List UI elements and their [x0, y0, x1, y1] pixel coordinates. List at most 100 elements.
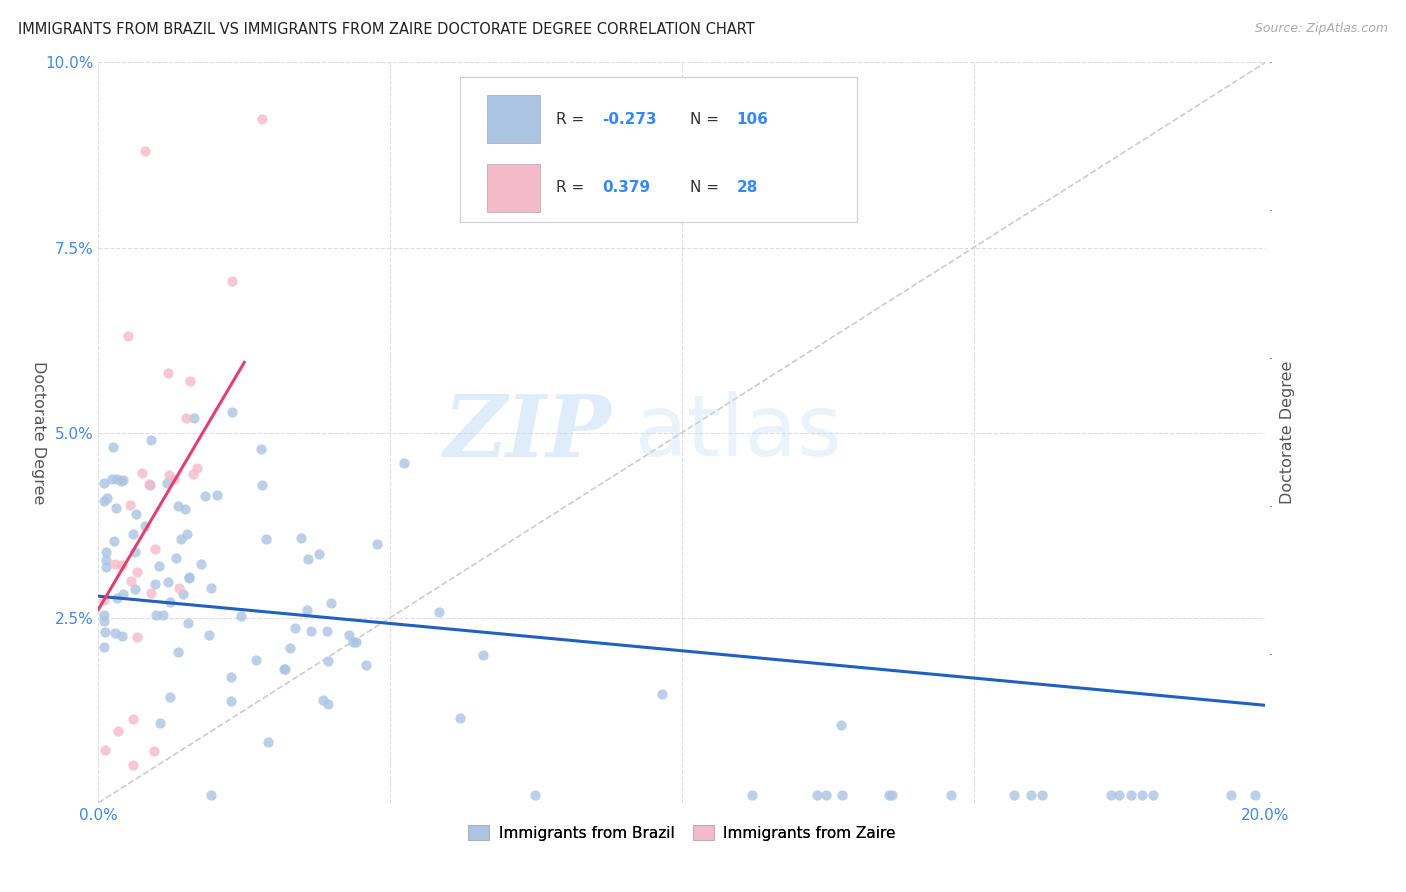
Point	[831, 789, 853, 803]
Point	[284, 621, 307, 635]
Point	[295, 603, 318, 617]
Point	[93, 494, 115, 508]
Point	[254, 532, 277, 546]
Point	[250, 112, 273, 127]
Point	[472, 648, 495, 663]
Point	[103, 534, 125, 549]
Point	[104, 626, 127, 640]
Point	[101, 440, 124, 454]
Point	[93, 607, 115, 622]
Point	[877, 789, 900, 803]
Point	[177, 616, 200, 631]
Point	[1130, 789, 1153, 803]
Point	[394, 456, 416, 470]
Point	[122, 712, 145, 726]
Point	[93, 640, 115, 654]
Text: -0.273: -0.273	[603, 112, 657, 127]
Point	[125, 565, 148, 579]
Point	[143, 577, 166, 591]
Point	[308, 547, 330, 561]
Point	[337, 628, 360, 642]
Point	[94, 559, 117, 574]
Point	[94, 625, 117, 640]
Point	[205, 488, 228, 502]
Point	[110, 474, 132, 488]
Point	[1099, 789, 1122, 803]
Point	[131, 467, 153, 481]
Point	[741, 789, 763, 803]
Point	[290, 531, 312, 545]
Point	[245, 653, 267, 667]
Point	[105, 472, 128, 486]
Point	[273, 662, 295, 676]
Text: ZIP: ZIP	[444, 391, 612, 475]
Point	[174, 502, 197, 516]
Point	[316, 698, 339, 712]
Point	[111, 473, 134, 487]
Point	[366, 537, 388, 551]
Point	[118, 498, 141, 512]
Point	[172, 587, 194, 601]
FancyBboxPatch shape	[460, 78, 858, 221]
Point	[157, 367, 180, 381]
Bar	[486, 164, 540, 211]
Point	[449, 711, 471, 725]
Point	[159, 690, 181, 705]
Text: N =: N =	[690, 112, 724, 127]
Point	[157, 468, 180, 483]
Point	[250, 442, 273, 456]
Point	[651, 687, 673, 701]
Text: atlas: atlas	[636, 391, 844, 475]
Point	[143, 542, 166, 557]
Point	[344, 634, 367, 648]
Point	[278, 641, 301, 656]
Point	[179, 375, 201, 389]
Text: 28: 28	[737, 180, 758, 195]
Point	[125, 630, 148, 644]
Point	[122, 758, 145, 772]
Point	[94, 553, 117, 567]
Point	[124, 545, 146, 559]
Point	[134, 145, 156, 159]
Point	[167, 581, 190, 595]
Text: 106: 106	[737, 112, 769, 127]
Point	[1244, 789, 1267, 803]
Point	[1002, 789, 1025, 803]
Point	[939, 789, 962, 803]
Point	[1119, 789, 1142, 803]
Point	[274, 662, 297, 676]
Point	[427, 605, 450, 619]
Point	[221, 274, 243, 288]
Point	[524, 789, 547, 803]
Point	[319, 596, 342, 610]
Point	[111, 558, 134, 572]
Point	[104, 501, 127, 516]
Point	[159, 595, 181, 609]
Point	[104, 557, 127, 571]
Point	[299, 624, 322, 639]
Point	[167, 499, 190, 513]
Point	[124, 582, 146, 596]
Point	[830, 718, 852, 732]
Y-axis label: Doctorate Degree: Doctorate Degree	[31, 361, 46, 504]
Point	[166, 645, 188, 659]
Text: IMMIGRANTS FROM BRAZIL VS IMMIGRANTS FROM ZAIRE DOCTORATE DEGREE CORRELATION CHA: IMMIGRANTS FROM BRAZIL VS IMMIGRANTS FRO…	[18, 22, 755, 37]
Point	[200, 789, 222, 803]
Point	[170, 533, 193, 547]
Point	[94, 545, 117, 559]
Point	[174, 410, 197, 425]
Point	[93, 614, 115, 628]
Point	[318, 654, 340, 668]
Bar	[486, 95, 540, 144]
Point	[190, 557, 212, 571]
Text: R =: R =	[555, 112, 589, 127]
Point	[316, 624, 339, 638]
Point	[179, 570, 201, 584]
Point	[124, 507, 146, 521]
Point	[165, 551, 187, 566]
Point	[1031, 789, 1053, 803]
Point	[145, 607, 167, 622]
Point	[354, 658, 377, 673]
Point	[181, 467, 204, 482]
Legend: Immigrants from Brazil, Immigrants from Zaire: Immigrants from Brazil, Immigrants from …	[463, 819, 901, 847]
